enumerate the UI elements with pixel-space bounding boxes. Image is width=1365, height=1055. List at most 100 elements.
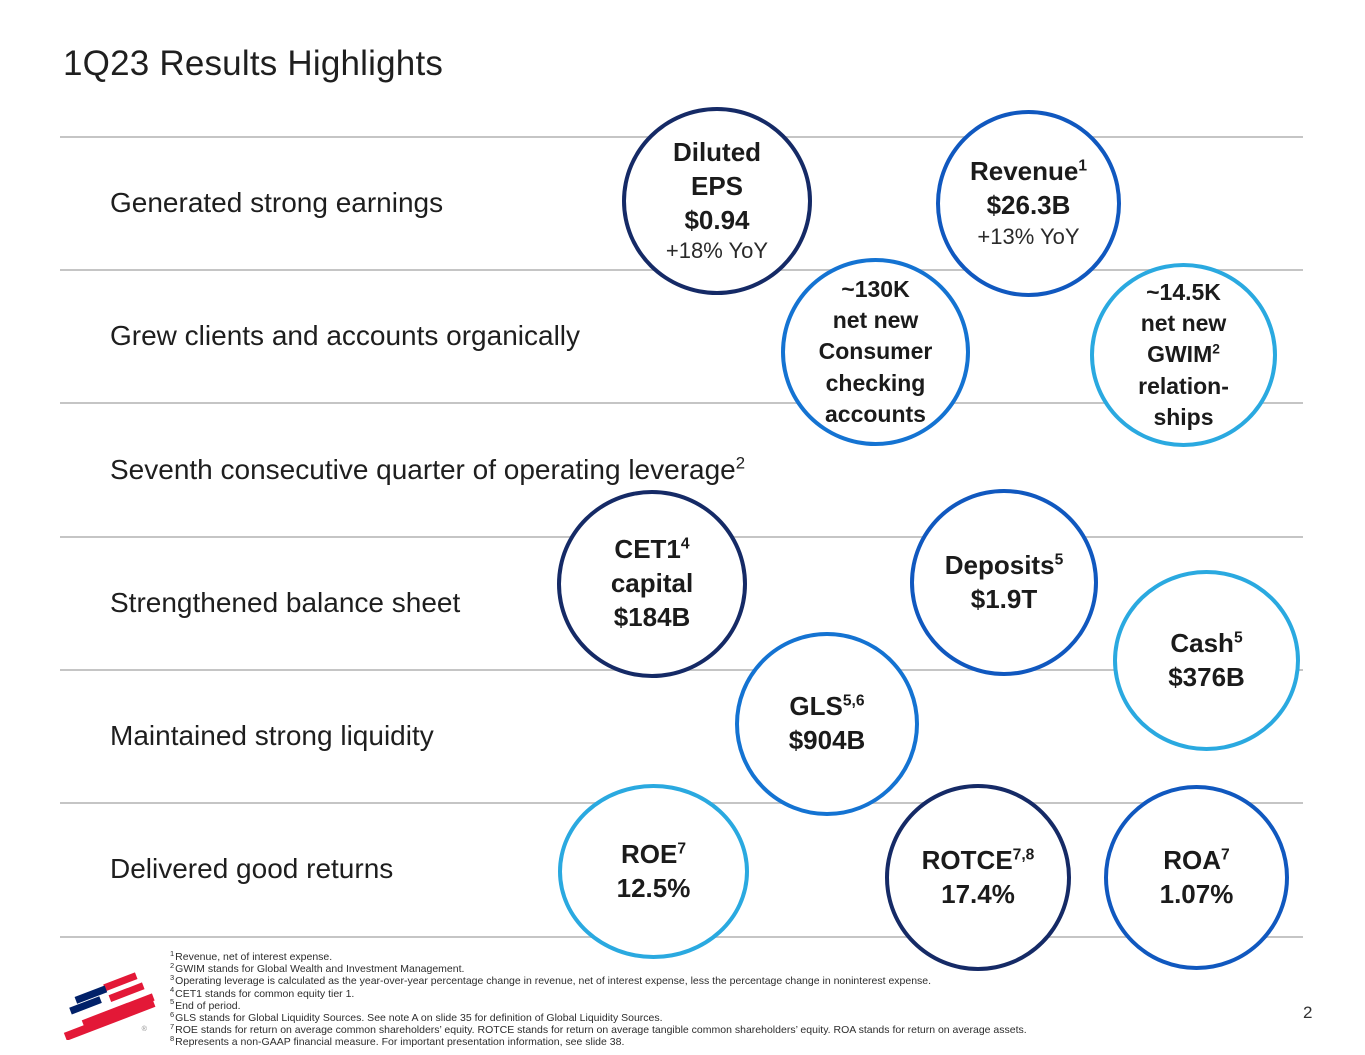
bubble-value: $904B bbox=[788, 725, 866, 755]
footnote-text: Operating leverage is calculated as the … bbox=[175, 975, 932, 988]
bubble-line: ROTCE7,8 bbox=[922, 844, 1035, 878]
row-label-text: Strengthened balance sheet bbox=[110, 587, 461, 618]
bubble-line: Cash5 bbox=[1170, 627, 1242, 661]
footnote-text: Revenue, net of interest expense. bbox=[175, 951, 333, 963]
bubble-metric-name: ROA bbox=[1163, 844, 1222, 875]
bubble-metric-name: Deposits bbox=[944, 549, 1055, 580]
bubble-yoy-change: +18% YoY bbox=[665, 238, 769, 264]
bubble-line: capital bbox=[610, 568, 694, 599]
page-number: 2 bbox=[1303, 1003, 1313, 1022]
bubble-value: 12.5% bbox=[616, 872, 691, 903]
bubble-rotce: ROTCE7,8 17.4% bbox=[885, 784, 1071, 971]
bubble-metric-name: GLS bbox=[789, 691, 843, 722]
footnote-number: 8 bbox=[170, 1033, 175, 1043]
bubble-footnote-ref: 4 bbox=[680, 535, 690, 553]
footnote: 2GWIM stands for Global Wealth and Inves… bbox=[170, 960, 1027, 975]
footnote-text: Represents a non-GAAP financial measure.… bbox=[175, 1036, 625, 1049]
footnote-text: End of period. bbox=[175, 999, 241, 1012]
bubble-value: $1.9T bbox=[970, 583, 1038, 614]
bubble-yoy-change: +13% YoY bbox=[977, 224, 1080, 249]
footnote: 3Operating leverage is calculated as the… bbox=[170, 972, 1027, 988]
bubble-metric-name: Cash bbox=[1170, 627, 1234, 658]
bubble-value: $0.94 bbox=[684, 204, 750, 235]
bubble-footnote-ref: 2 bbox=[1212, 341, 1220, 357]
row-label-liquidity: Maintained strong liquidity bbox=[110, 720, 434, 752]
bubble-consumer-checking: ~130K net new Consumer checking accounts bbox=[781, 258, 970, 446]
footnote-number: 7 bbox=[170, 1021, 175, 1031]
bubble-footnote-ref: 5 bbox=[1233, 629, 1243, 647]
row-label-text: Generated strong earnings bbox=[110, 187, 444, 218]
registered-trademark-symbol: ® bbox=[142, 1025, 148, 1033]
row-label-text: Grew clients and accounts organically bbox=[110, 320, 581, 351]
bubble-diluted-eps: Diluted EPS $0.94 +18% YoY bbox=[622, 107, 812, 295]
row-label-text: Maintained strong liquidity bbox=[110, 720, 434, 751]
bubble-roe: ROE7 12.5% bbox=[558, 784, 749, 959]
bubble-footnote-ref: 7 bbox=[677, 840, 687, 858]
bubble-footnote-ref: 1 bbox=[1078, 157, 1088, 175]
bubble-line: ROA7 bbox=[1163, 844, 1229, 878]
bubble-line: GWIM2 bbox=[1147, 339, 1220, 370]
bubble-metric-name: ROE bbox=[620, 838, 678, 869]
bubble-metric-name: CET1 bbox=[614, 534, 681, 565]
footnote-number: 1 bbox=[170, 948, 175, 958]
footnote-number: 5 bbox=[170, 997, 175, 1007]
bubble-line: Diluted bbox=[672, 137, 762, 167]
bubble-line: CET14 bbox=[614, 533, 689, 567]
bubble-line: EPS bbox=[690, 170, 744, 201]
bubble-line: ~14.5K bbox=[1146, 278, 1221, 305]
bubble-value: 17.4% bbox=[941, 878, 1015, 909]
footnotes: 1Revenue, net of interest expense. 2GWIM… bbox=[170, 948, 1027, 1049]
footnote: 8Represents a non-GAAP financial measure… bbox=[170, 1033, 1027, 1049]
bubble-footnote-ref: 7 bbox=[1221, 846, 1230, 864]
bubble-metric-name: ROTCE bbox=[921, 844, 1013, 875]
bubble-line: ROE7 bbox=[621, 838, 686, 872]
bubble-line: ~130K bbox=[841, 275, 910, 302]
footnote-number: 4 bbox=[170, 985, 175, 995]
footnote: 6GLS stands for Global Liquidity Sources… bbox=[170, 1009, 1027, 1025]
row-label-clients: Grew clients and accounts organically bbox=[110, 320, 580, 352]
bubble-deposits: Deposits5 $1.9T bbox=[910, 489, 1098, 676]
bubble-value: $376B bbox=[1168, 661, 1245, 692]
bubble-gls: GLS5,6 $904B bbox=[735, 632, 919, 816]
page-title: 1Q23 Results Highlights bbox=[63, 44, 444, 83]
bubble-metric-name: Revenue bbox=[969, 156, 1079, 187]
bubble-metric-name: GWIM bbox=[1147, 341, 1213, 368]
bubble-line: Consumer bbox=[818, 338, 933, 365]
row-divider bbox=[60, 402, 1303, 404]
bubble-value: $26.3B bbox=[986, 190, 1071, 221]
footnote-number: 6 bbox=[170, 1009, 175, 1019]
bubble-line: checking bbox=[825, 369, 926, 396]
bubble-line: relation- bbox=[1138, 372, 1229, 399]
bubble-line: accounts bbox=[825, 400, 926, 427]
row-label-returns: Delivered good returns bbox=[110, 853, 393, 885]
footnote-number: 2 bbox=[170, 960, 175, 970]
footnote: 4CET1 stands for common equity tier 1. bbox=[170, 985, 1027, 1000]
bubble-line: GLS5,6 bbox=[789, 690, 864, 724]
footnote: 5End of period. bbox=[170, 997, 1027, 1012]
bubble-footnote-ref: 5,6 bbox=[842, 692, 865, 710]
bubble-line: net new bbox=[1140, 310, 1227, 337]
footnote-text: ROE stands for return on average common … bbox=[175, 1024, 1027, 1037]
bubble-value: 1.07% bbox=[1159, 878, 1234, 909]
footnote-text: CET1 stands for common equity tier 1. bbox=[175, 987, 355, 1000]
bubble-revenue: Revenue1 $26.3B +13% YoY bbox=[936, 110, 1121, 297]
bubble-gwim-relationships: ~14.5K net new GWIM2 relation- ships bbox=[1090, 263, 1277, 447]
footnote-number: 3 bbox=[170, 972, 175, 982]
row-label-text: Delivered good returns bbox=[110, 853, 394, 884]
bubble-line: ships bbox=[1153, 403, 1214, 430]
footnote: 7ROE stands for return on average common… bbox=[170, 1021, 1027, 1037]
bank-of-america-flag-logo: ® bbox=[52, 972, 158, 1045]
footnote-text: GLS stands for Global Liquidity Sources.… bbox=[175, 1012, 663, 1025]
bubble-line: Revenue1 bbox=[970, 155, 1087, 189]
flag-logo-graphic: ® bbox=[63, 972, 156, 1041]
row-label-operating-leverage: Seventh consecutive quarter of operating… bbox=[110, 454, 745, 486]
bubble-footnote-ref: 5 bbox=[1054, 551, 1064, 569]
bubble-roa: ROA7 1.07% bbox=[1104, 785, 1289, 970]
bubble-line: Deposits5 bbox=[945, 549, 1064, 583]
bubble-line: net new bbox=[832, 307, 919, 334]
row-label-earnings: Generated strong earnings bbox=[110, 187, 443, 219]
row-label-footnote-ref: 2 bbox=[735, 453, 746, 473]
bubble-footnote-ref: 7,8 bbox=[1012, 846, 1035, 864]
row-label-text: Seventh consecutive quarter of operating… bbox=[110, 454, 736, 485]
